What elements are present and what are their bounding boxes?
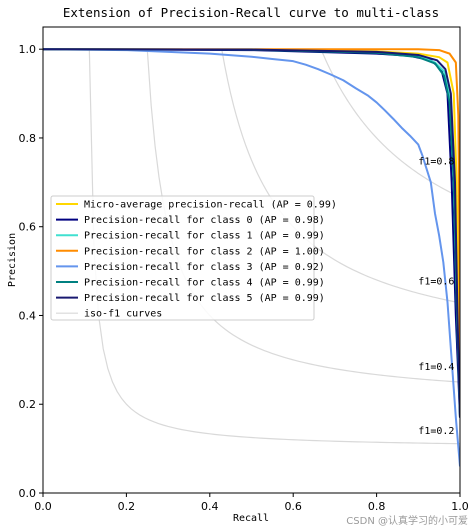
series-line [43, 48, 460, 418]
legend-entry: Micro-average precision-recall (AP = 0.9… [84, 200, 337, 211]
x-tick-label: 0.2 [118, 500, 136, 513]
x-axis-ticks: 0.0 0.2 0.4 0.6 0.8 1.0 [34, 493, 469, 513]
iso-f1-curve [221, 49, 460, 304]
y-tick-label: 0.4 [19, 309, 37, 322]
watermark: CSDN @认真学习的小可爱 [346, 514, 468, 527]
x-tick-label: 0.6 [284, 500, 302, 513]
iso-f1-label: f1=0.2 [418, 426, 454, 437]
chart-title: Extension of Precision-Recall curve to m… [63, 5, 439, 20]
legend-box [50, 195, 315, 321]
y-tick-label: 0.8 [19, 132, 37, 145]
series-line [43, 48, 460, 467]
legend-entry: iso-f1 curves [84, 309, 162, 320]
y-axis-ticks: 0.0 0.2 0.4 0.6 0.8 1.0 [19, 43, 43, 500]
iso-f1-labels: f1=0.2 f1=0.4 f1=0.6 f1=0.8 [418, 157, 454, 438]
legend-entry: Precision-recall for class 3 (AP = 0.92) [84, 262, 325, 273]
iso-f1-label: f1=0.8 [418, 157, 454, 168]
legend-entry: Precision-recall for class 5 (AP = 0.99) [84, 293, 325, 304]
series-line [43, 48, 460, 418]
iso-f1-label: f1=0.4 [418, 362, 454, 373]
x-tick-label: 0.8 [368, 500, 386, 513]
iso-f1-label: f1=0.6 [418, 276, 454, 287]
y-tick-label: 0.0 [19, 487, 37, 500]
x-tick-label: 0.0 [34, 500, 52, 513]
legend-entry: Precision-recall for class 1 (AP = 0.99) [84, 231, 325, 242]
x-tick-label: 0.4 [201, 500, 219, 513]
legend-entry: Precision-recall for class 0 (AP = 0.98) [84, 215, 325, 226]
legend-entry: Precision-recall for class 2 (AP = 1.00) [84, 246, 325, 257]
plot-frame [42, 26, 461, 494]
legend: Micro-average precision-recall (AP = 0.9… [50, 195, 337, 321]
iso-f1-curve [320, 48, 460, 198]
series-lines [43, 48, 460, 467]
y-tick-label: 0.2 [19, 398, 37, 411]
x-tick-label: 1.0 [451, 500, 469, 513]
y-axis-label: Precision [7, 233, 18, 287]
x-axis-label: Recall [233, 513, 269, 524]
y-tick-label: 1.0 [19, 43, 37, 56]
iso-f1-curve [88, 49, 460, 445]
y-tick-label: 0.6 [19, 221, 37, 234]
legend-entry: Precision-recall for class 4 (AP = 0.99) [84, 278, 325, 289]
